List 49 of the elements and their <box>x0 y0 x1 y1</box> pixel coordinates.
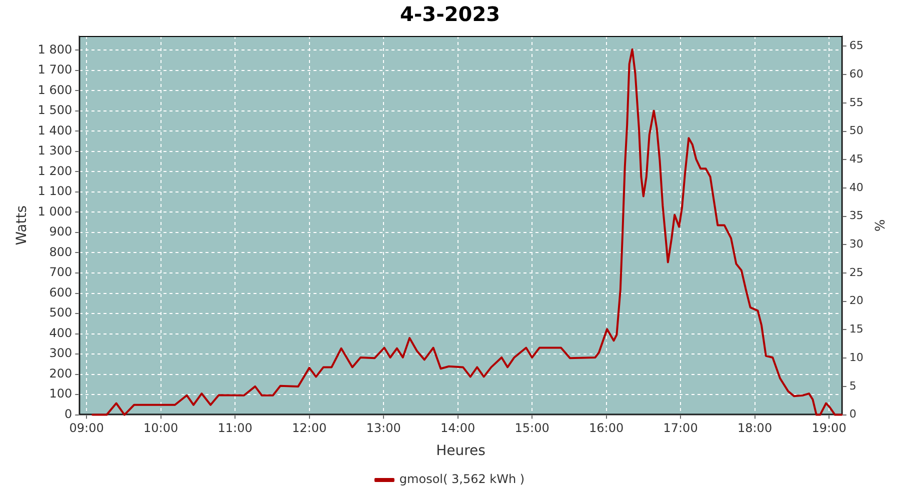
y-tick-label: 1 800 <box>38 42 72 56</box>
y-tick-label: 1 200 <box>38 164 72 178</box>
y2-tick-label: 20 <box>849 294 864 308</box>
y-tick-label: 300 <box>49 346 72 360</box>
y-tick-label: 1 100 <box>38 184 72 198</box>
x-tick-label: 11:00 <box>218 421 252 436</box>
x-tick-label: 19:00 <box>812 421 846 436</box>
y-tick-label: 800 <box>49 244 72 259</box>
y2-tick-label: 0 <box>849 408 856 421</box>
y2-tick-label: 40 <box>849 180 864 194</box>
x-tick-label: 18:00 <box>737 421 772 436</box>
y-tick-label: 1 400 <box>38 123 72 138</box>
y-tick-label: 100 <box>49 386 72 401</box>
y-tick-label: 400 <box>49 326 72 340</box>
y-tick-label: 600 <box>49 285 72 300</box>
x-tick-label: 12:00 <box>292 421 327 436</box>
y-tick-label: 500 <box>49 306 72 320</box>
y-tick-label: 1 700 <box>38 62 72 77</box>
x-tick-label: 15:00 <box>514 421 550 436</box>
y2-tick-label: 30 <box>849 238 864 251</box>
y2-tick-label: 55 <box>849 96 864 109</box>
y-tick-label: 900 <box>49 224 72 239</box>
x-tick-label: 17:00 <box>663 421 698 436</box>
x-tick-label: 13:00 <box>366 421 401 436</box>
y2-axis-title: % <box>870 219 886 232</box>
legend-label: gmosol( 3,562 kWh ) <box>399 472 525 486</box>
y2-tick-label: 50 <box>849 124 864 138</box>
y-tick-label: 1 300 <box>38 144 72 158</box>
y2-tick-label: 25 <box>849 266 864 279</box>
x-axis-title: Heures <box>436 443 486 460</box>
y-tick-label: 1 000 <box>38 204 72 218</box>
chart-title: 4-3-2023 <box>400 2 500 26</box>
y2-tick-label: 15 <box>849 322 864 336</box>
x-tick-label: 09:00 <box>69 421 104 436</box>
y-tick-label: 200 <box>49 366 72 380</box>
x-tick-label: 16:00 <box>589 421 624 436</box>
x-tick-label: 14:00 <box>440 421 476 436</box>
y2-tick-label: 45 <box>849 152 864 166</box>
y-tick-label: 1 600 <box>38 82 72 97</box>
y2-tick-label: 60 <box>849 67 864 80</box>
y-tick-label: 1 500 <box>38 103 72 118</box>
y2-tick-label: 35 <box>849 209 864 222</box>
y2-tick-label: 10 <box>849 350 864 364</box>
y2-tick-label: 65 <box>849 39 864 52</box>
y-tick-label: 0 <box>64 406 72 421</box>
y-tick-label: 700 <box>49 265 72 280</box>
y-axis-title: Watts <box>14 205 30 246</box>
x-tick-label: 10:00 <box>144 421 178 436</box>
y2-tick-label: 5 <box>849 379 856 392</box>
